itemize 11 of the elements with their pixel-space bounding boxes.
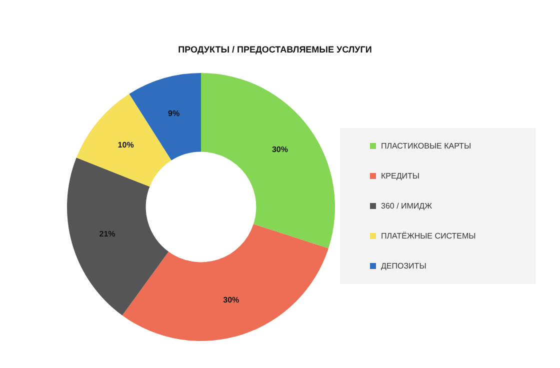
legend-label: ПЛАСТИКОВЫЕ КАРТЫ [381, 142, 472, 150]
data-label: 30% [272, 145, 288, 154]
legend-label: 360 / ИМИДЖ [381, 202, 433, 210]
legend-label: ДЕПОЗИТЫ [381, 262, 426, 270]
data-label: 30% [223, 295, 240, 304]
data-label: 10% [118, 140, 134, 150]
data-label: 21% [99, 230, 116, 239]
legend-label: ПЛАТЁЖНЫЕ СИСТЕМЫ [381, 232, 476, 240]
legend-label: КРЕДИТЫ [381, 172, 420, 180]
chart-title: ПРОДУКТЫ / ПРЕДОСТАВЛЯЕМЫЕ УСЛУГИ [178, 44, 372, 54]
data-label: 9% [168, 108, 180, 118]
